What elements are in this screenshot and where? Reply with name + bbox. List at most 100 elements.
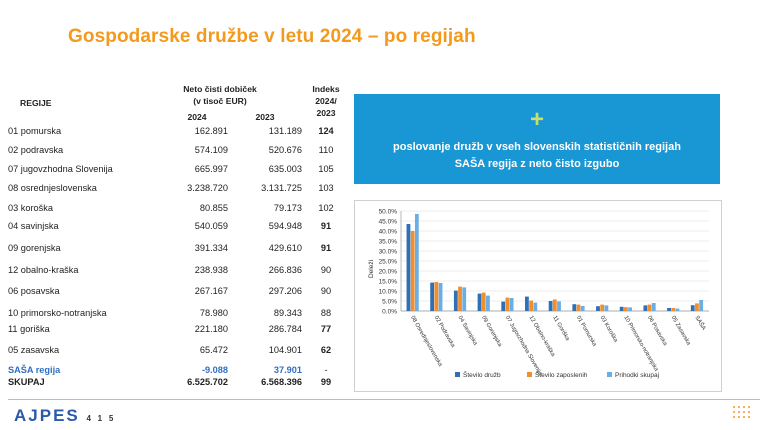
share-chart: 0.0% 5.0% 10.0% 15.0% 20.0% 25.0% 30.0% 35.0% 40… [354, 200, 722, 392]
profit-2023: 131.189 [268, 126, 302, 136]
banner-line1: poslovanje družb v vseh slovenskih stati… [393, 141, 681, 153]
region-name: 06 posavska [8, 286, 60, 296]
bar-2-2 [462, 287, 467, 311]
x-tick-label: 02 Podravska [433, 315, 456, 349]
bar-2-6 [557, 301, 561, 311]
logo-small-1: 1 [97, 414, 103, 423]
table-row: 01 pomurska 162.891 131.189 124 [8, 124, 353, 138]
legend-label: Prihodki skupaj [615, 372, 659, 379]
banner-line2: SAŠA regija z neto čisto izgubo [454, 158, 620, 170]
bar-2-11 [675, 308, 680, 311]
profit-2024: 665.997 [194, 164, 228, 174]
bar-2-3 [486, 295, 490, 311]
logo-text: AJPES [14, 406, 80, 425]
x-tick-label: 04 Savinjska [456, 315, 478, 347]
bar-0-8 [596, 306, 600, 311]
table-row: 05 zasavska 65.472 104.901 62 [8, 343, 353, 357]
x-tick-label: 01 Pomurska [575, 315, 598, 348]
region-name: 11 goriška [8, 324, 50, 334]
legend-swatch [455, 372, 460, 377]
region-name: 03 koroška [8, 203, 53, 213]
header-region: REGIJE [20, 98, 52, 108]
bar-1-12 [695, 303, 699, 311]
profit-2023: 3.131.725 [261, 183, 302, 193]
profit-2024: 3.238.720 [187, 183, 228, 193]
info-banner: + poslovanje družb v vseh slovenskih sta… [354, 94, 720, 184]
y-tick-label: 30.0% [379, 249, 398, 256]
profit-2023: 104.901 [268, 345, 302, 355]
profit-2024: 238.938 [194, 265, 228, 275]
profit-2024: 574.109 [194, 145, 228, 155]
profit-2023: 286.784 [268, 324, 302, 334]
bar-0-1 [430, 282, 435, 311]
x-tick-label: 11 Goriška [551, 315, 570, 343]
table-row: 11 goriška 221.180 286.784 77 [8, 322, 353, 336]
y-tick-label: 40.0% [379, 229, 398, 236]
region-name: 02 podravska [8, 145, 64, 155]
logo-small-4: 4 [86, 414, 91, 423]
header-profit-line1: Neto čisti dobiček [183, 84, 257, 94]
index-value: 102 [318, 203, 334, 213]
y-tick-label: 50.0% [379, 209, 398, 216]
table-row: 02 podravska 574.109 520.676 110 [8, 143, 353, 157]
profit-2023: 297.206 [268, 286, 302, 296]
table-row: 07 jugovzhodna Slovenija 665.997 635.003… [8, 162, 353, 176]
bar-1-5 [529, 300, 534, 311]
profit-2024: 267.167 [194, 286, 228, 296]
profit-2023: 594.948 [268, 221, 302, 231]
header-index-line3: 2023 [316, 108, 336, 118]
bar-1-0 [410, 231, 415, 311]
bar-1-1 [434, 282, 439, 311]
y-tick-label: 45.0% [379, 219, 398, 226]
table-row-sasa: SAŠA regija -9.088 37.901 - [8, 363, 353, 377]
bar-1-11 [671, 308, 676, 311]
table-row: 12 obalno-kraška 238.938 266.836 90 [8, 263, 353, 277]
bar-0-6 [548, 301, 553, 311]
index-value: 88 [320, 308, 332, 318]
region-name: 12 obalno-kraška [8, 265, 79, 275]
bar-0-3 [477, 293, 482, 311]
page-title: Gospodarske družbe v letu 2024 – po regi… [68, 26, 476, 47]
x-tick-label: 06 Posavska [646, 315, 668, 347]
profit-2023: 635.003 [268, 164, 302, 174]
region-name: 10 primorsko-notranjska [8, 308, 107, 318]
profit-2023: 429.610 [268, 243, 302, 253]
bar-0-5 [525, 296, 529, 311]
y-tick-label: 35.0% [379, 239, 398, 246]
region-name: 09 gorenjska [8, 243, 61, 253]
region-name: 08 osrednjeslovenska [8, 183, 97, 193]
index-value: - [324, 365, 328, 375]
profit-2023: 266.836 [268, 265, 302, 275]
table-row: 08 osrednjeslovenska 3.238.720 3.131.725… [8, 181, 353, 195]
profit-2024: 65.472 [199, 345, 228, 355]
bar-0-0 [406, 224, 411, 311]
index-value: 77 [320, 324, 332, 334]
region-name: 05 zasavska [8, 345, 60, 355]
ajpes-logo: AJPES 4 1 5 [14, 406, 113, 426]
profit-2024: 540.059 [194, 221, 228, 231]
bar-1-3 [481, 292, 486, 311]
bar-1-10 [647, 304, 652, 311]
profit-2023: 89.343 [273, 308, 302, 318]
bar-1-8 [600, 304, 605, 311]
x-tick-label: SAŠA [693, 315, 707, 332]
table-row-total: SKUPAJ 6.525.702 6.568.396 99 [8, 375, 353, 389]
x-tick-label: 09 Gorenjska [480, 315, 503, 349]
bar-1-7 [576, 304, 581, 311]
profit-2023: 37.901 [273, 365, 302, 375]
header-year-2024: 2024 [187, 112, 207, 122]
header-index-line1: Indeks [312, 84, 340, 94]
profit-2024: 221.180 [194, 324, 228, 334]
header-index: Indeks 2024/ 2023 [305, 83, 347, 119]
y-tick-label: 0.0% [382, 309, 397, 316]
profit-2024: 162.891 [194, 126, 228, 136]
bar-2-1 [438, 283, 443, 311]
region-name: 01 pomurska [8, 126, 62, 136]
profit-2023: 6.568.396 [261, 377, 302, 387]
bar-2-9 [628, 307, 632, 311]
table-row: 10 primorsko-notranjska 78.980 89.343 88 [8, 306, 353, 320]
index-value: 103 [318, 183, 334, 193]
y-tick-label: 10.0% [379, 289, 398, 296]
profit-2024: 391.334 [194, 243, 228, 253]
legend-label: Število zaposlenih [535, 370, 588, 379]
